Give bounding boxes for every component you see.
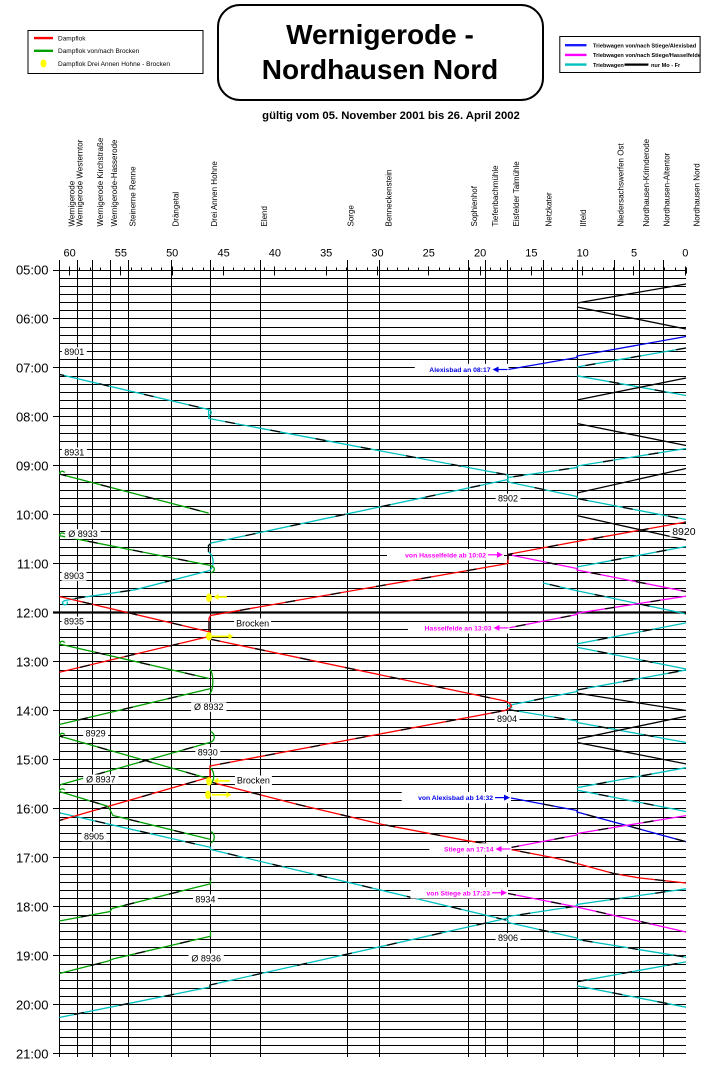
svg-text:Brocken: Brocken xyxy=(237,776,270,786)
svg-text:15:00: 15:00 xyxy=(16,752,49,767)
svg-text:von Alexisbad ab 14:32: von Alexisbad ab 14:32 xyxy=(418,795,493,802)
svg-text:8903: 8903 xyxy=(64,571,84,581)
svg-text:20:00: 20:00 xyxy=(16,997,49,1012)
svg-text:Eisfelder Talmühle: Eisfelder Talmühle xyxy=(512,161,521,227)
svg-text:Nordhausen Nord: Nordhausen Nord xyxy=(262,54,498,85)
svg-text:50: 50 xyxy=(166,248,178,260)
svg-text:09:00: 09:00 xyxy=(16,459,49,474)
svg-text:07:00: 07:00 xyxy=(16,361,49,376)
svg-text:5: 5 xyxy=(631,248,637,260)
svg-text:8935: 8935 xyxy=(64,617,84,627)
svg-text:Nordhausen Nord: Nordhausen Nord xyxy=(693,163,702,226)
svg-text:55: 55 xyxy=(115,248,127,260)
svg-text:Dampflok von/nach Brocken: Dampflok von/nach Brocken xyxy=(58,48,140,55)
svg-text:25: 25 xyxy=(423,248,435,260)
svg-text:Triebwagen: Triebwagen xyxy=(593,63,624,69)
svg-text:Ilfeld: Ilfeld xyxy=(579,210,588,227)
svg-text:21:00: 21:00 xyxy=(16,1046,49,1061)
svg-text:Triebwagen von/nach Stiege/Has: Triebwagen von/nach Stiege/Hasselfelde xyxy=(593,53,701,59)
svg-text:0: 0 xyxy=(682,248,688,260)
svg-text:8929: 8929 xyxy=(86,728,106,738)
svg-text:05:00: 05:00 xyxy=(16,263,49,278)
svg-text:Sophienhof: Sophienhof xyxy=(470,185,479,226)
svg-text:Tiefenbachmühle: Tiefenbachmühle xyxy=(491,165,500,227)
svg-text:Netzkater: Netzkater xyxy=(544,192,553,227)
svg-text:Benneckenstein: Benneckenstein xyxy=(384,170,393,227)
svg-text:Nordhausen-Altentor: Nordhausen-Altentor xyxy=(663,152,672,226)
svg-text:Hasselfelde an 13:03: Hasselfelde an 13:03 xyxy=(425,626,492,633)
svg-text:14:00: 14:00 xyxy=(16,703,49,718)
svg-text:8904: 8904 xyxy=(497,714,517,724)
svg-text:nur Mo - Fr: nur Mo - Fr xyxy=(651,63,681,69)
svg-text:Wernigerode Westerntor: Wernigerode Westerntor xyxy=(76,139,85,226)
svg-text:40: 40 xyxy=(269,248,281,260)
svg-text:Niedersachswerfen Ost: Niedersachswerfen Ost xyxy=(616,143,625,227)
svg-text:Ø 8932: Ø 8932 xyxy=(194,702,224,712)
svg-text:11:00: 11:00 xyxy=(17,556,49,571)
svg-text:Ø 8936: Ø 8936 xyxy=(191,953,221,963)
svg-text:8920: 8920 xyxy=(672,526,696,538)
svg-text:Dampflok Drei Annen Hohne - Br: Dampflok Drei Annen Hohne - Brocken xyxy=(58,61,170,68)
svg-text:Triebwagen von/nach Stiege/Ale: Triebwagen von/nach Stiege/Alexisbad xyxy=(593,43,697,49)
svg-text:8905: 8905 xyxy=(84,832,104,842)
svg-text:Drei Annen Hohne: Drei Annen Hohne xyxy=(210,161,219,227)
svg-text:Alexisbad an 08:17: Alexisbad an 08:17 xyxy=(429,367,490,374)
svg-text:Wernigerode -: Wernigerode - xyxy=(286,19,474,50)
svg-text:08:00: 08:00 xyxy=(16,410,49,425)
svg-text:18:00: 18:00 xyxy=(16,899,49,914)
svg-text:13:00: 13:00 xyxy=(16,654,49,669)
svg-text:8902: 8902 xyxy=(498,494,518,504)
svg-text:8901: 8901 xyxy=(64,347,84,357)
svg-text:Stiege an 17:14: Stiege an 17:14 xyxy=(444,847,494,854)
svg-text:8931: 8931 xyxy=(64,447,84,457)
svg-text:Elend: Elend xyxy=(260,206,269,226)
svg-text:19:00: 19:00 xyxy=(16,948,49,963)
svg-text:gültig vom 05. November 2001 b: gültig vom 05. November 2001 bis 26. Apr… xyxy=(262,110,520,122)
svg-text:Wernigerode-Hasserode: Wernigerode-Hasserode xyxy=(110,139,119,227)
svg-text:45: 45 xyxy=(217,248,229,260)
svg-text:Dampflok: Dampflok xyxy=(58,36,86,43)
svg-text:8930: 8930 xyxy=(198,747,218,757)
svg-text:30: 30 xyxy=(371,248,383,260)
svg-text:15: 15 xyxy=(525,248,537,260)
svg-text:Steinerne Renne: Steinerne Renne xyxy=(128,166,137,227)
svg-text:60: 60 xyxy=(63,248,75,260)
svg-text:8906: 8906 xyxy=(498,933,518,943)
svg-text:10: 10 xyxy=(577,248,589,260)
svg-text:Ø 8937: Ø 8937 xyxy=(86,774,116,784)
svg-text:17:00: 17:00 xyxy=(16,850,49,865)
svg-text:Wernigerode Kirchstraße: Wernigerode Kirchstraße xyxy=(96,137,105,226)
svg-text:10:00: 10:00 xyxy=(16,508,49,523)
svg-text:von Stiege ab 17:23: von Stiege ab 17:23 xyxy=(427,890,491,897)
svg-text:35: 35 xyxy=(320,248,332,260)
svg-text:Wernigerode: Wernigerode xyxy=(68,180,77,226)
svg-text:20: 20 xyxy=(474,248,486,260)
svg-text:Ø 8933: Ø 8933 xyxy=(68,529,98,539)
svg-text:16:00: 16:00 xyxy=(16,801,49,816)
svg-text:von Hasselfelde ab 10:02: von Hasselfelde ab 10:02 xyxy=(405,552,486,559)
svg-text:Sorge: Sorge xyxy=(346,205,355,227)
svg-text:12:00: 12:00 xyxy=(16,605,49,620)
svg-text:Drängetal: Drängetal xyxy=(172,192,181,227)
svg-text:8934: 8934 xyxy=(195,894,215,904)
svg-text:06:00: 06:00 xyxy=(16,312,49,327)
svg-text:Nordhausen-Krimderode: Nordhausen-Krimderode xyxy=(642,138,651,226)
svg-text:Brocken: Brocken xyxy=(236,618,269,628)
